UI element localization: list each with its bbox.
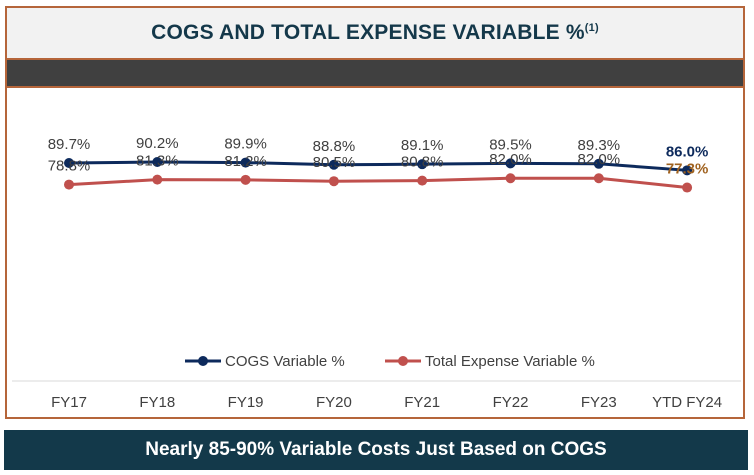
data-point [682,165,693,176]
chart-frame: COGS AND TOTAL EXPENSE VARIABLE %(1) [5,6,745,419]
data-point [417,175,428,186]
summary-banner: Nearly 85-90% Variable Costs Just Based … [4,430,748,470]
title-bar: COGS AND TOTAL EXPENSE VARIABLE %(1) [7,8,743,60]
data-label: 81.2% [224,153,267,170]
series-line-0 [68,160,688,172]
x-tick-label: FY19 [228,394,264,411]
data-point [417,159,428,170]
chart-legend: COGS Variable % Total Expense Variable % [185,353,595,370]
chart-title-text: COGS AND TOTAL EXPENSE VARIABLE % [151,21,585,44]
data-label: 89.3% [578,137,621,154]
data-point [593,173,604,184]
x-tick-label: FY18 [139,394,175,411]
x-tick-label: FY21 [404,394,440,411]
x-tick-label: FY23 [581,394,617,411]
legend-swatch-marker [398,356,408,366]
data-label: 89.9% [224,136,267,153]
data-label: 89.1% [401,137,444,154]
data-label: 89.5% [489,136,532,153]
data-point [240,174,251,185]
data-point [152,174,163,185]
chart-title: COGS AND TOTAL EXPENSE VARIABLE %(1) [151,21,599,45]
x-tick-label: FY17 [51,394,87,411]
data-point [240,157,251,168]
legend-label: COGS Variable % [225,353,345,370]
data-label: 80.5% [313,154,356,171]
data-point [64,179,74,190]
series-layer: 89.7% 90.2% 89.9% 88.8% 89.1% 89.5% 89.3% 86.0%… [48,135,709,193]
data-label: 77.3% [666,161,709,178]
data-label: 81.3% [136,153,179,170]
data-label: 82.0% [489,151,532,168]
legend-label: Total Expense Variable % [425,353,595,370]
x-tick-label: FY20 [316,394,352,411]
legend-swatch-marker [198,356,208,366]
x-tick-label: FY22 [493,394,529,411]
data-label: 80.8% [401,154,444,171]
series-line-1 [68,176,688,190]
data-point [328,159,339,170]
data-label: 86.0% [666,143,709,160]
data-point [152,157,163,167]
data-point [593,158,604,169]
x-tick-label: YTD FY24 [652,394,722,411]
data-point [64,157,74,168]
data-label: 89.7% [48,136,91,153]
x-axis: FY17 FY18 FY19 FY20 FY21 FY22 FY23 YTD FY24 [51,394,722,411]
data-label: 90.2% [136,135,179,152]
title-underbar [7,60,743,88]
data-point [505,158,516,169]
footnote-marker: (1) [584,22,599,34]
summary-text: Nearly 85-90% Variable Costs Just Based … [145,439,607,460]
data-label: 78.8% [48,158,91,175]
data-label: 88.8% [313,138,356,155]
data-point [505,173,516,184]
data-point [328,176,339,187]
data-label: 82.0% [578,151,621,168]
data-point [682,182,693,193]
